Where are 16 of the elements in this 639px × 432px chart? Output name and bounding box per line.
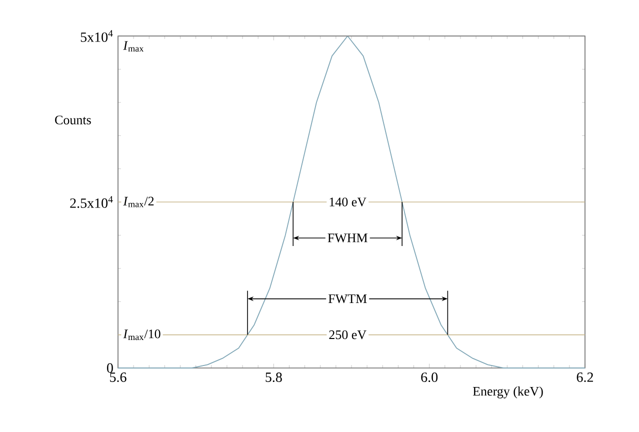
ref-line-label: I$_{max}$ bbox=[123, 41, 144, 52]
ref-line-label: I$_{max}$/2 bbox=[123, 196, 154, 208]
x-tick-label: 6.2 bbox=[576, 372, 593, 382]
x-tick-label: 5.8 bbox=[266, 372, 282, 382]
annotation: FWHM bbox=[328, 234, 368, 242]
annotation: 140 eV bbox=[330, 198, 366, 206]
ref-line-label: I$_{max}$/10 bbox=[123, 330, 160, 340]
annotation: 250 eV bbox=[329, 330, 366, 340]
x-axis-title: Energy (keV) bbox=[472, 386, 543, 398]
x-tick-label: 6.0 bbox=[421, 372, 438, 382]
y-tick-label: 2.5x10$^{4}$ bbox=[70, 196, 113, 208]
y-tick-label: 0 bbox=[107, 363, 113, 373]
y-tick-label: 5x10$^{4}$ bbox=[80, 30, 113, 42]
x-tick-label: 5.6 bbox=[110, 372, 126, 382]
annotation: FWTM bbox=[328, 294, 367, 304]
y-axis-title: Counts bbox=[55, 116, 91, 124]
